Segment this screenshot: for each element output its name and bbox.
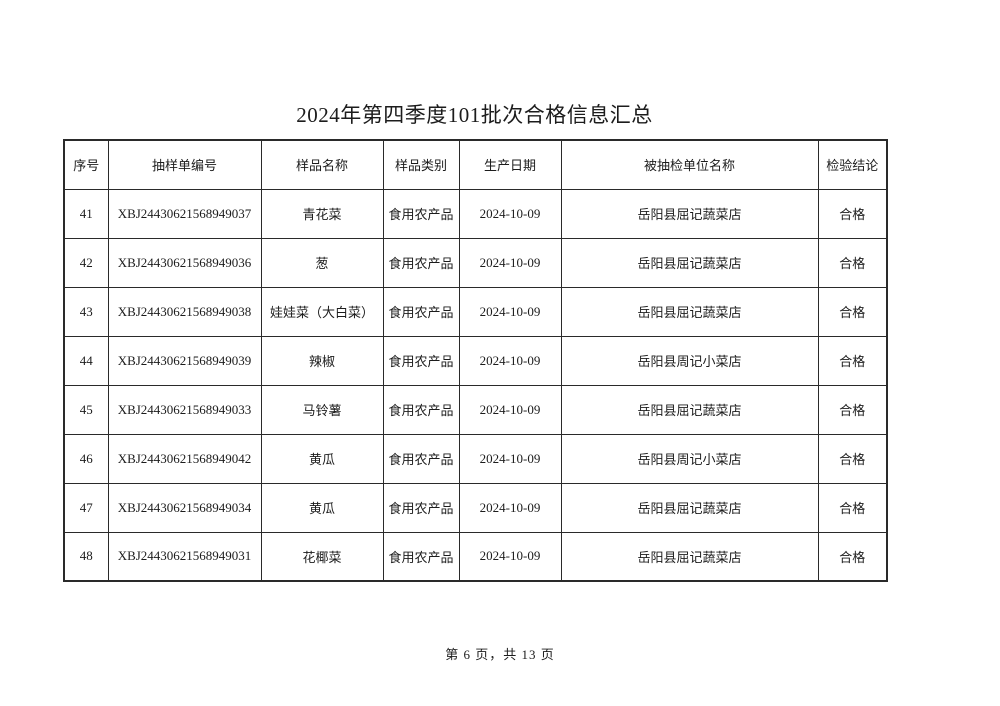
cell-conclusion: 合格: [817, 482, 888, 533]
column-header-index: 序号: [63, 139, 109, 190]
cell-sample_name: 葱: [260, 237, 384, 288]
table-row: 45 XBJ24430621568949033 马铃薯 食用农产品 2024-10-09…: [63, 384, 888, 435]
cell-production_date: 2024-10-09: [458, 384, 562, 435]
cell-index: 44: [63, 335, 109, 386]
cell-conclusion: 合格: [817, 335, 888, 386]
cell-category: 食用农产品: [382, 286, 460, 337]
cell-category: 食用农产品: [382, 188, 460, 239]
table-row: 41 XBJ24430621568949037 青花菜 食用农产品 2024-10-09…: [63, 188, 888, 239]
cell-index: 43: [63, 286, 109, 337]
cell-conclusion: 合格: [817, 433, 888, 484]
cell-sample_name: 黄瓜: [260, 482, 384, 533]
cell-sample_no: XBJ24430621568949042: [107, 433, 262, 484]
cell-unit_name: 岳阳县屈记蔬菜店: [560, 286, 819, 337]
table-row: 47 XBJ24430621568949034 黄瓜 食用农产品 2024-10-09 岳…: [63, 482, 888, 533]
cell-unit_name: 岳阳县屈记蔬菜店: [560, 384, 819, 435]
qualified-info-table: 序号 抽样单编号 样品名称 样品类别 生产日期 被抽检单位名称 检验结论 41 XBJ2443…: [63, 139, 888, 582]
cell-category: 食用农产品: [382, 384, 460, 435]
page-number-indicator: 第 6 页，共 13 页: [445, 647, 555, 662]
cell-conclusion: 合格: [817, 384, 888, 435]
cell-index: 42: [63, 237, 109, 288]
cell-sample_no: XBJ24430621568949036: [107, 237, 262, 288]
column-header-production_date: 生产日期: [458, 139, 562, 190]
cell-sample_no: XBJ24430621568949037: [107, 188, 262, 239]
cell-index: 47: [63, 482, 109, 533]
cell-unit_name: 岳阳县周记小菜店: [560, 335, 819, 386]
column-header-sample_name: 样品名称: [260, 139, 384, 190]
cell-unit_name: 岳阳县屈记蔬菜店: [560, 237, 819, 288]
cell-sample_no: XBJ24430621568949039: [107, 335, 262, 386]
cell-sample_no: XBJ24430621568949033: [107, 384, 262, 435]
cell-category: 食用农产品: [382, 237, 460, 288]
cell-unit_name: 岳阳县屈记蔬菜店: [560, 482, 819, 533]
table-row: 42 XBJ24430621568949036 葱食用农产品 2024-10-09 岳阳…: [63, 237, 888, 288]
header-row: 序号 抽样单编号 样品名称 样品类别 生产日期 被抽检单位名称 检验结论: [63, 139, 888, 190]
cell-sample_no: XBJ24430621568949034: [107, 482, 262, 533]
table-body: 41 XBJ24430621568949037 青花菜 食用农产品 2024-10-09…: [63, 188, 888, 582]
table-row: 46 XBJ24430621568949042 黄瓜 食用农产品 2024-10-09 岳…: [63, 433, 888, 484]
cell-sample_name: 马铃薯: [260, 384, 384, 435]
cell-sample_name: 娃娃菜（大白菜）: [260, 286, 384, 337]
cell-category: 食用农产品: [382, 433, 460, 484]
cell-conclusion: 合格: [817, 531, 888, 582]
table-row: 44 XBJ24430621568949039 辣椒 食用农产品 2024-10-09 岳…: [63, 335, 888, 386]
column-header-conclusion: 检验结论: [817, 139, 888, 190]
cell-sample_name: 青花菜: [260, 188, 384, 239]
cell-sample_name: 辣椒: [260, 335, 384, 386]
cell-sample_name: 花椰菜: [260, 531, 384, 582]
cell-unit_name: 岳阳县屈记蔬菜店: [560, 531, 819, 582]
column-header-category: 样品类别: [382, 139, 460, 190]
cell-index: 41: [63, 188, 109, 239]
cell-unit_name: 岳阳县周记小菜店: [560, 433, 819, 484]
cell-conclusion: 合格: [817, 286, 888, 337]
cell-sample_no: XBJ24430621568949038: [107, 286, 262, 337]
cell-index: 46: [63, 433, 109, 484]
cell-production_date: 2024-10-09: [458, 188, 562, 239]
column-header-sample_no: 抽样单编号: [107, 139, 262, 190]
page-title: 2024年第四季度101批次合格信息汇总: [296, 103, 653, 127]
cell-index: 45: [63, 384, 109, 435]
table-row: 43 XBJ24430621568949038 娃娃菜（大白菜） 食用农产品 2024-…: [63, 286, 888, 337]
cell-production_date: 2024-10-09: [458, 482, 562, 533]
cell-sample_name: 黄瓜: [260, 433, 384, 484]
cell-conclusion: 合格: [817, 188, 888, 239]
cell-category: 食用农产品: [382, 531, 460, 582]
cell-sample_no: XBJ24430621568949031: [107, 531, 262, 582]
table-row: 48 XBJ24430621568949031 花椰菜 食用农产品 2024-10-09…: [63, 531, 888, 582]
cell-production_date: 2024-10-09: [458, 335, 562, 386]
cell-conclusion: 合格: [817, 237, 888, 288]
cell-unit_name: 岳阳县屈记蔬菜店: [560, 188, 819, 239]
cell-production_date: 2024-10-09: [458, 531, 562, 582]
cell-production_date: 2024-10-09: [458, 237, 562, 288]
cell-category: 食用农产品: [382, 482, 460, 533]
cell-category: 食用农产品: [382, 335, 460, 386]
cell-production_date: 2024-10-09: [458, 286, 562, 337]
cell-production_date: 2024-10-09: [458, 433, 562, 484]
column-header-unit_name: 被抽检单位名称: [560, 139, 819, 190]
cell-index: 48: [63, 531, 109, 582]
